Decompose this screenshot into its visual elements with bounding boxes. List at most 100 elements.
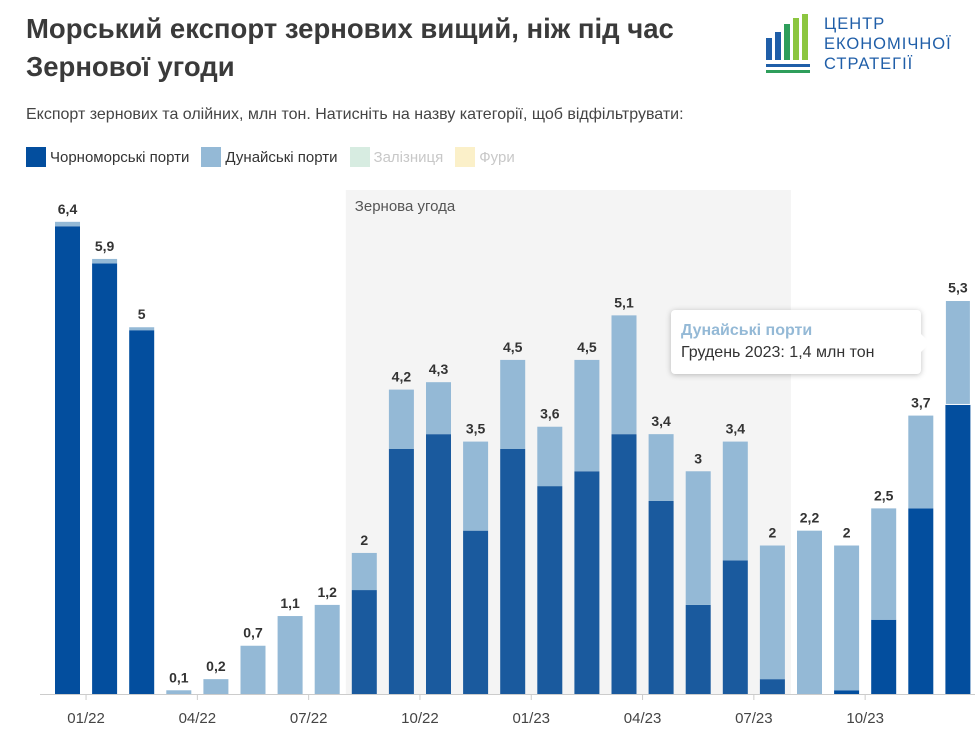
bar-danube: [944, 300, 971, 405]
bar-black-sea: [388, 449, 414, 694]
bar-black-sea: [834, 690, 860, 694]
bar-black-sea: [759, 679, 785, 694]
x-tick-label: 10/23: [846, 710, 884, 727]
legend-swatch: [455, 147, 476, 167]
logo-line-3: СТРАТЕГІЇ: [824, 55, 914, 73]
bar-total-label: 3: [694, 450, 702, 466]
bar-danube: [129, 327, 155, 331]
bar-total-label: 4,5: [577, 339, 597, 355]
bar-total-label: 1,2: [317, 584, 337, 600]
bar-black-sea: [945, 404, 971, 694]
bar-danube: [685, 471, 711, 605]
bar-total-label: 5: [138, 306, 146, 322]
logo-text: ЦЕНТР ЕКОНОМІЧНОЇ СТРАТЕГІЇ: [824, 14, 952, 74]
legend: Чорноморські порти Дунайські порти Заліз…: [26, 146, 527, 168]
bar-black-sea: [574, 471, 600, 694]
bar-total-label: 2: [769, 525, 777, 541]
bar-danube: [92, 258, 118, 264]
bar-total-label: 2,5: [874, 487, 894, 503]
bar-total-label: 2: [360, 532, 368, 548]
bar-danube: [277, 616, 303, 694]
bar-total-label: 0,1: [169, 669, 189, 685]
title-line-2: Зернової угоди: [26, 51, 235, 82]
bar-danube: [611, 315, 637, 435]
bar-black-sea: [648, 500, 674, 694]
bar-black-sea: [908, 508, 934, 694]
bar-total-label: 4,3: [429, 361, 449, 377]
chart-subtitle: Експорт зернових та олійних, млн тон. На…: [26, 106, 684, 123]
bar-black-sea: [871, 619, 897, 694]
bar-black-sea: [463, 530, 489, 694]
legend-item-railway[interactable]: Залізниця: [349, 147, 443, 167]
bar-total-label: 4,2: [392, 369, 412, 385]
bar-danube: [388, 389, 414, 449]
bar-total-label: 3,4: [726, 421, 746, 437]
legend-swatch: [349, 147, 370, 167]
bar-danube: [722, 441, 748, 561]
x-tick-label: 07/23: [735, 710, 773, 727]
legend-item-trucks[interactable]: Фури: [455, 147, 515, 167]
bar-danube: [426, 382, 451, 435]
x-tick-label: 04/22: [179, 710, 217, 727]
tooltip-value: Грудень 2023: 1,4 млн тон: [681, 344, 875, 361]
bar-danube: [55, 221, 80, 227]
bar-black-sea: [351, 590, 377, 694]
shaded-region: [345, 190, 791, 694]
bar-total-label: 2: [843, 525, 851, 541]
legend-swatch: [201, 147, 222, 167]
bar-danube: [574, 359, 600, 472]
chart-title: Морський експорт зернових вищий, ніж під…: [26, 10, 746, 86]
bar-danube: [166, 690, 192, 694]
tooltip-arrow: [921, 334, 930, 352]
x-tick-label: 04/23: [624, 710, 662, 727]
legend-swatch: [26, 147, 46, 167]
bar-danube: [871, 508, 897, 620]
logo-line-1: ЦЕНТР: [824, 15, 886, 33]
bar-chart: Зернова угода 6,4 5,9 5 0,1 0,2 0,7 1,1 1,2 2 4,2 4…: [40, 190, 975, 727]
bar-danube: [648, 434, 674, 501]
bar-danube: [314, 604, 340, 694]
logo-line-2: ЕКОНОМІЧНОЇ: [824, 35, 952, 53]
shaded-region-label: Зернова угода: [355, 198, 456, 215]
bar-black-sea: [500, 449, 526, 694]
bar-danube: [463, 441, 489, 531]
bar-total-label: 6,4: [58, 201, 78, 217]
bar-danube: [351, 552, 377, 591]
tooltip-series-name: Дунайські порти: [681, 322, 813, 339]
bar-total-label: 1,1: [280, 595, 300, 611]
legend-label: Фури: [479, 148, 515, 166]
bar-black-sea: [426, 434, 451, 694]
bar-danube: [797, 530, 822, 694]
bar-danube: [500, 359, 526, 449]
bar-total-label: 2,2: [800, 510, 820, 526]
bar-black-sea: [722, 560, 748, 694]
bar-total-label: 5,9: [95, 238, 115, 254]
logo-mark-icon: [766, 14, 810, 73]
bar-black-sea: [55, 226, 80, 694]
x-tick-label: 07/22: [290, 710, 328, 727]
bar-total-label: 3,5: [466, 421, 486, 437]
legend-label: Чорноморські порти: [50, 148, 190, 166]
x-tick-label: 10/22: [401, 710, 439, 727]
bar-danube: [759, 545, 785, 680]
x-tick-label: 01/22: [67, 710, 105, 727]
legend-label: Дунайські порти: [225, 148, 338, 166]
bar-total-label: 0,7: [243, 625, 263, 641]
bar-black-sea: [129, 330, 155, 694]
title-line-1: Морський експорт зернових вищий, ніж під…: [26, 13, 674, 44]
bar-danube: [240, 645, 266, 694]
bar-total-label: 3,4: [651, 413, 671, 429]
bar-total-label: 3,6: [540, 406, 560, 422]
bar-danube: [834, 545, 860, 691]
bar-danube: [908, 415, 934, 509]
bar-total-label: 5,3: [948, 280, 968, 296]
legend-item-black-sea[interactable]: Чорноморські порти: [26, 147, 189, 167]
bar-total-label: 5,1: [614, 294, 634, 310]
legend-item-danube[interactable]: Дунайські порти: [201, 147, 338, 167]
bar-danube: [203, 679, 229, 694]
bar-black-sea: [92, 263, 118, 694]
ces-logo: ЦЕНТР ЕКОНОМІЧНОЇ СТРАТЕГІЇ: [764, 14, 964, 76]
bar-total-label: 4,5: [503, 339, 523, 355]
bar-black-sea: [685, 604, 711, 694]
tooltip: Дунайські порти Грудень 2023: 1,4 млн то…: [671, 310, 930, 374]
